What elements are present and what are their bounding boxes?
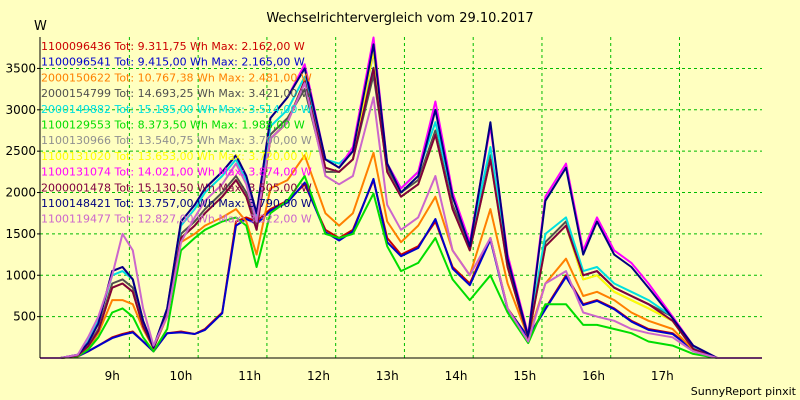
series-line [40, 177, 762, 359]
series-line [40, 67, 762, 359]
x-tick-label: 11h [238, 369, 261, 383]
y-tick-label: 500 [13, 310, 36, 324]
y-tick-label: 3000 [5, 103, 36, 117]
legend-entry: 1100148421 Tot: 13.757,00 Wh Max: 3.790,… [41, 197, 312, 210]
x-tick-label: 13h [376, 369, 399, 383]
series-line [40, 43, 762, 359]
x-tick-label: 17h [651, 369, 674, 383]
x-tick-label: 15h [513, 369, 536, 383]
series-line [40, 82, 762, 359]
y-tick-label: 1500 [5, 227, 36, 241]
legend-entry: 1100096436 Tot: 9.311,75 Wh Max: 2.162,0… [41, 40, 305, 53]
series-line [40, 151, 762, 359]
y-tick-label: 1000 [5, 268, 36, 282]
legend-entry: 2000001478 Tot: 15.130,50 Wh Max: 3.505,… [41, 181, 312, 194]
legend-entry: 2000154799 Tot: 14.693,25 Wh Max: 3.421,… [41, 87, 312, 100]
legend-entry: 1100131020 Tot: 13.653,00 Wh Max: 3.720,… [41, 150, 312, 163]
legend-entry: 1100130966 Tot: 13.540,75 Wh Max: 3.700,… [41, 134, 312, 147]
legend-entry: 1100119477 Tot: 12.827,00 Wh Max: 3.322,… [41, 213, 312, 226]
legend-entry: 2000149882 Tot: 15.185,00 Wh Max: 3.514,… [41, 103, 312, 116]
y-tick-label: 2000 [5, 186, 36, 200]
x-tick-label: 14h [445, 369, 468, 383]
x-tick-label: 12h [307, 369, 330, 383]
y-axis-unit-label: W [34, 19, 47, 34]
y-tick-label: 2500 [5, 144, 36, 158]
series-line [40, 175, 762, 359]
x-tick-label: 10h [170, 369, 193, 383]
legend-entry: 1100129553 Tot: 8.373,50 Wh Max: 1.988,0… [41, 119, 305, 132]
legend-entry: 1100096541 Tot: 9.415,00 Wh Max: 2.165,0… [41, 56, 305, 69]
x-tick-label: 9h [105, 369, 120, 383]
legend-entry: 2000150622 Tot: 10.767,38 Wh Max: 2.481,… [41, 71, 312, 84]
legend-entry: 1100131074 Tot: 14.021,00 Wh Max: 3.874,… [41, 166, 312, 179]
y-tick-label: 3500 [5, 61, 36, 75]
x-tick-label: 16h [582, 369, 605, 383]
footer-credit: SunnyReport pinxit [691, 385, 797, 398]
chart-title: Wechselrichtervergleich vom 29.10.2017 [266, 11, 533, 26]
